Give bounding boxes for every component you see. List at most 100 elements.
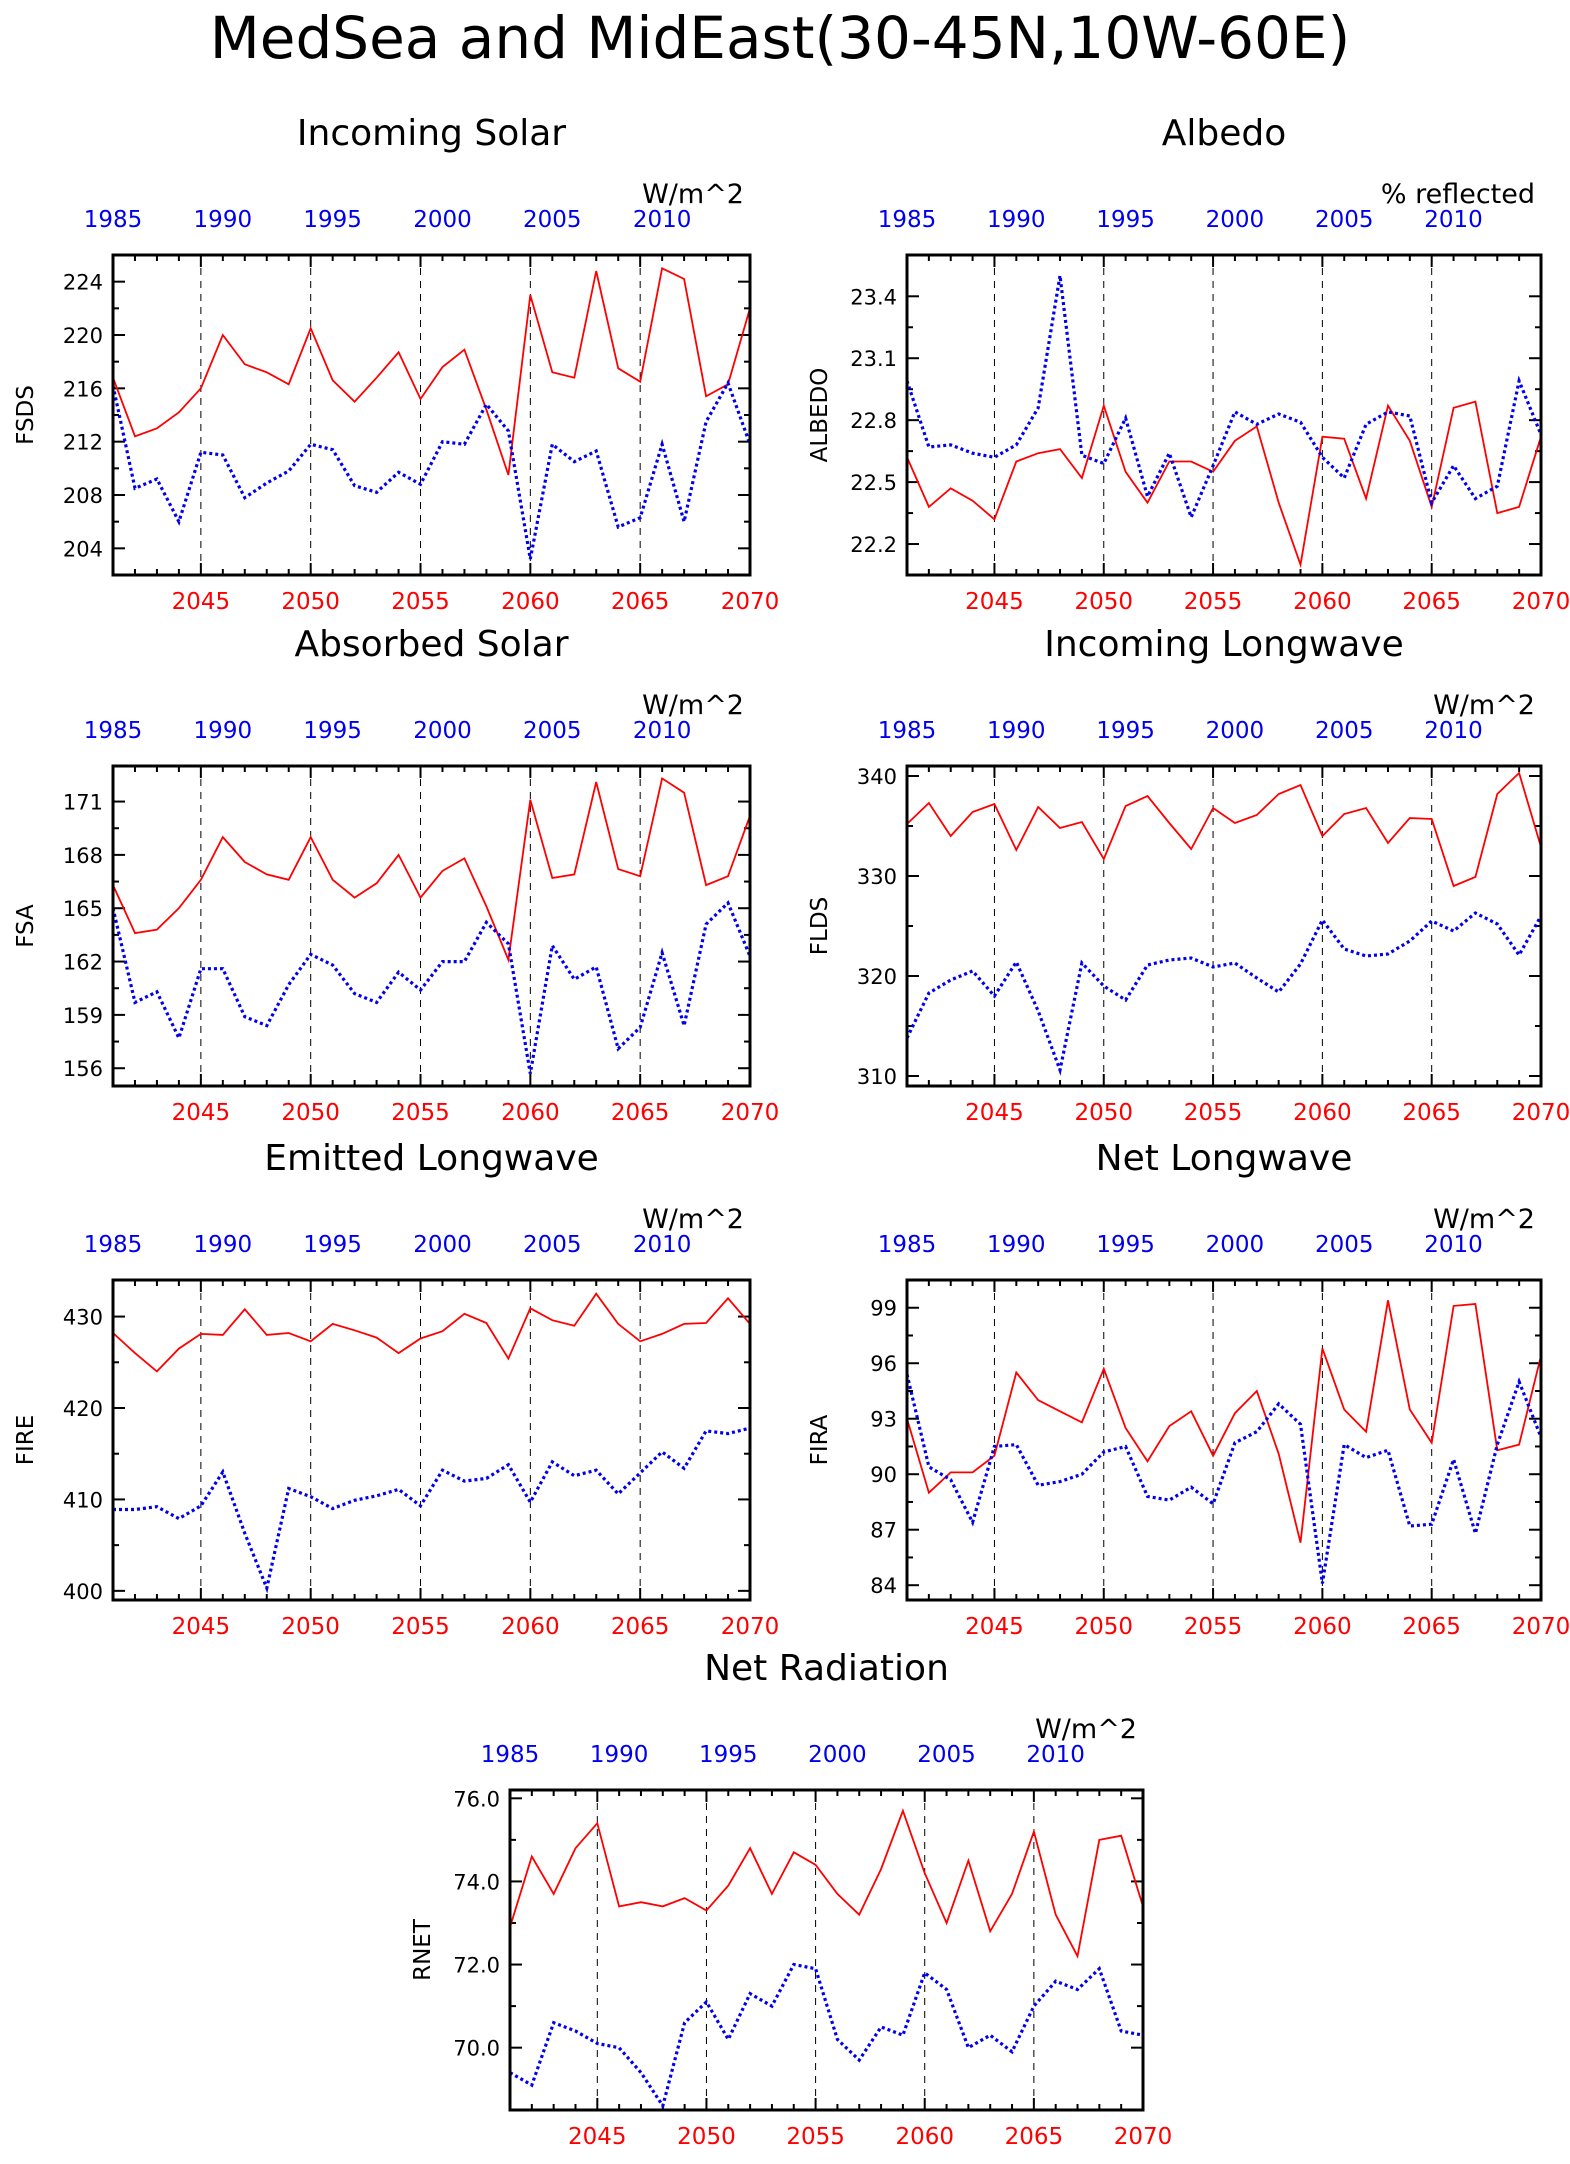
- units-label: W/m^2: [1433, 1204, 1535, 1235]
- x-tick-label: 2060: [1293, 1100, 1352, 1126]
- x-top-tick-label: 2005: [1315, 1232, 1374, 1258]
- x-tick-label: 2045: [965, 1614, 1024, 1640]
- panel-title: Net Radiation: [704, 1648, 949, 1689]
- y-tick-label: 224: [63, 271, 103, 295]
- x-top-tick-label: 1990: [987, 1232, 1046, 1258]
- plot-frame: [905, 764, 1543, 1088]
- y-tick-label: 330: [857, 865, 897, 889]
- x-tick-label: 2050: [1074, 589, 1133, 615]
- y-tick-label: 23.1: [850, 347, 897, 371]
- x-tick-label: 2055: [1184, 589, 1243, 615]
- x-tick-label: 2070: [1512, 1614, 1570, 1640]
- y-axis-label: FLDS: [807, 897, 833, 955]
- y-tick-label: 93: [870, 1408, 897, 1432]
- series-line-blue: [111, 900, 752, 1074]
- series-line-blue: [905, 911, 1543, 1076]
- x-top-tick-label: 1990: [194, 718, 253, 744]
- x-top-tick-label: 2000: [1206, 207, 1265, 233]
- panel-title: Absorbed Solar: [294, 624, 568, 665]
- y-tick-label: 310: [857, 1065, 897, 1089]
- units-label: W/m^2: [1433, 690, 1535, 721]
- y-tick-label: 159: [63, 1004, 103, 1028]
- x-top-tick-label: 2010: [633, 207, 692, 233]
- x-tick-label: 2070: [1114, 2124, 1173, 2150]
- panel-title: Net Longwave: [1096, 1138, 1353, 1179]
- y-tick-label: 430: [63, 1306, 103, 1330]
- y-tick-label: 96: [870, 1352, 897, 1376]
- x-top-tick-label: 2005: [523, 718, 582, 744]
- y-tick-label: 72.0: [453, 1954, 500, 1978]
- y-tick-label: 320: [857, 965, 897, 989]
- x-tick-label: 2045: [172, 1614, 231, 1640]
- units-label: W/m^2: [642, 1204, 744, 1235]
- y-axis-label: FSDS: [13, 385, 39, 445]
- x-tick-label: 2045: [568, 2124, 627, 2150]
- x-tick-label: 2060: [1293, 589, 1352, 615]
- y-tick-label: 171: [63, 791, 103, 815]
- x-top-tick-label: 2005: [523, 1232, 582, 1258]
- x-top-tick-label: 2005: [523, 207, 582, 233]
- x-top-tick-label: 2000: [413, 718, 472, 744]
- y-tick-label: 168: [63, 844, 103, 868]
- units-label: W/m^2: [642, 179, 744, 210]
- x-tick-label: 2055: [391, 1614, 450, 1640]
- y-tick-label: 220: [63, 324, 103, 348]
- series-line-red: [112, 776, 751, 964]
- x-tick-label: 2050: [677, 2124, 736, 2150]
- x-tick-label: 2070: [721, 1100, 780, 1126]
- x-top-tick-label: 1990: [194, 1232, 253, 1258]
- y-tick-label: 156: [63, 1057, 103, 1081]
- x-tick-label: 2045: [172, 1100, 231, 1126]
- x-tick-label: 2050: [281, 1614, 340, 1640]
- units-label: % reflected: [1381, 179, 1535, 210]
- x-top-tick-label: 2005: [917, 1742, 976, 1768]
- x-tick-label: 2045: [965, 589, 1024, 615]
- x-top-tick-label: 2000: [413, 207, 472, 233]
- y-tick-label: 22.2: [850, 533, 897, 557]
- x-top-tick-label: 1990: [590, 1742, 649, 1768]
- x-tick-label: 2045: [172, 589, 231, 615]
- series-line-red: [509, 1808, 1144, 1959]
- x-tick-label: 2060: [895, 2124, 954, 2150]
- plot-frame: [111, 1278, 752, 1602]
- y-tick-label: 410: [63, 1488, 103, 1512]
- plot-frame: [905, 253, 1543, 577]
- y-tick-label: 216: [63, 377, 103, 401]
- x-top-tick-label: 1995: [303, 718, 362, 744]
- x-tick-label: 2065: [1402, 1614, 1461, 1640]
- panel-title: Emitted Longwave: [264, 1138, 599, 1179]
- x-top-tick-label: 1985: [84, 718, 143, 744]
- y-tick-label: 400: [63, 1580, 103, 1604]
- y-tick-label: 87: [870, 1519, 897, 1543]
- y-tick-label: 420: [63, 1397, 103, 1421]
- x-tick-label: 2070: [721, 589, 780, 615]
- series-line-red: [112, 1292, 751, 1373]
- x-top-tick-label: 1985: [481, 1742, 540, 1768]
- series-line-blue: [905, 275, 1543, 522]
- x-top-tick-label: 2005: [1315, 207, 1374, 233]
- y-tick-label: 76.0: [453, 1787, 500, 1811]
- y-tick-label: 23.4: [850, 285, 897, 309]
- x-top-tick-label: 1995: [699, 1742, 758, 1768]
- plot-frame: [111, 253, 752, 577]
- x-tick-label: 2050: [1074, 1614, 1133, 1640]
- series-line-blue: [509, 1962, 1144, 2110]
- y-tick-label: 90: [870, 1463, 897, 1487]
- x-tick-label: 2050: [281, 1100, 340, 1126]
- x-tick-label: 2055: [391, 1100, 450, 1126]
- x-top-tick-label: 2010: [1424, 718, 1483, 744]
- x-tick-label: 2045: [965, 1100, 1024, 1126]
- x-top-tick-label: 1995: [303, 207, 362, 233]
- x-top-tick-label: 1995: [1096, 718, 1155, 744]
- x-top-tick-label: 2010: [1424, 1232, 1483, 1258]
- y-axis-label: RNET: [410, 1918, 436, 1981]
- y-axis-label: FIRA: [807, 1414, 833, 1465]
- series-line-red: [906, 1300, 1542, 1543]
- y-axis-label: FIRE: [13, 1415, 39, 1466]
- x-tick-label: 2055: [786, 2124, 845, 2150]
- x-tick-label: 2060: [501, 589, 560, 615]
- series-line-blue: [905, 1373, 1543, 1584]
- y-axis-label: ALBEDO: [807, 368, 833, 463]
- y-axis-label: FSA: [13, 904, 39, 948]
